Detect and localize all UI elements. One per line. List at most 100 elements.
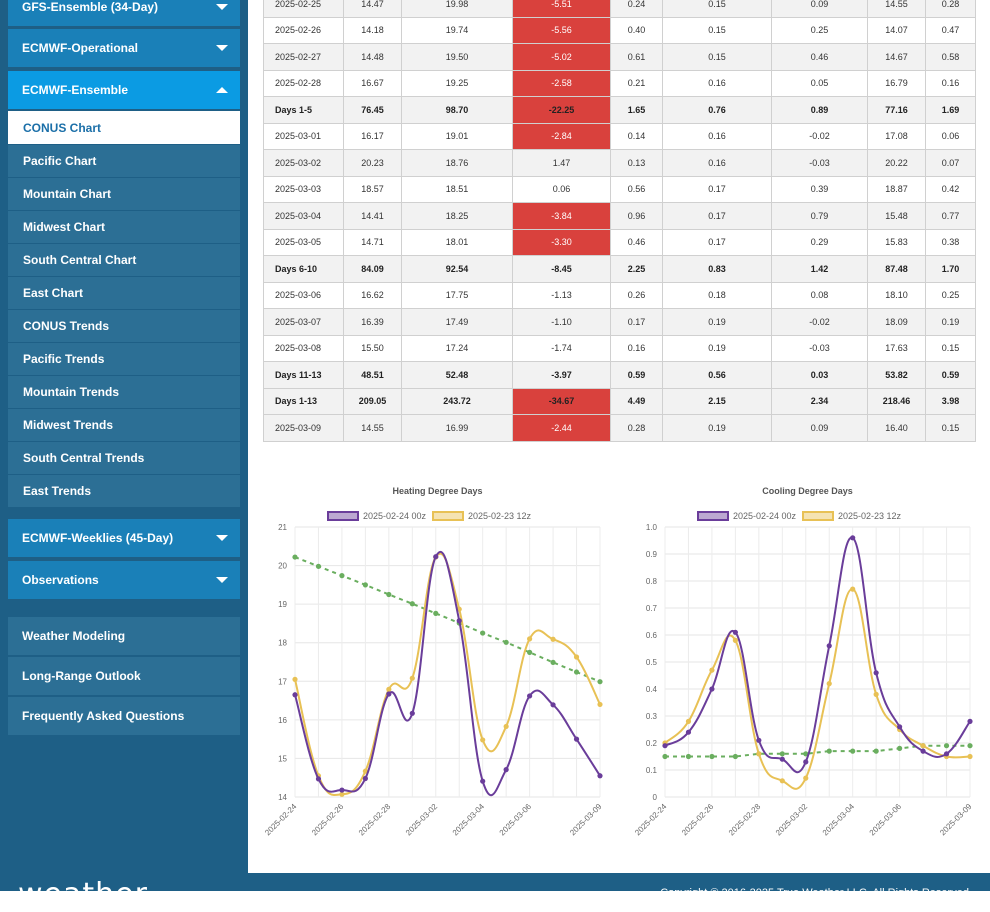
chevron-up-icon: [216, 87, 228, 93]
data-point: [386, 691, 392, 697]
table-cell: 2025-03-06: [263, 281, 344, 309]
table-cell: -1.10: [512, 308, 611, 336]
data-point: [826, 681, 832, 687]
x-tick-label: 2025-02-26: [680, 802, 716, 838]
table-cell: -5.56: [512, 16, 611, 44]
sidebar-item-south-central-chart[interactable]: South Central Chart: [8, 244, 240, 277]
table-cell: 18.01: [401, 228, 513, 256]
table-cell: 0.16: [662, 69, 772, 97]
sidebar-item-mountain-trends[interactable]: Mountain Trends: [8, 376, 240, 409]
series-line: [665, 744, 970, 758]
data-point: [433, 554, 439, 560]
x-tick-label: 2025-03-09: [568, 802, 604, 838]
table-row: 2025-03-03 18.57 18.51 0.06 0.56 0.17 0.39 18.8…: [263, 175, 976, 203]
sidebar-group-header[interactable]: ECMWF-Weeklies (45-Day): [8, 519, 240, 559]
data-point: [386, 591, 392, 598]
table-cell: 77.16: [867, 96, 926, 124]
table-cell: 0.06: [512, 175, 611, 203]
table-cell: 98.70: [401, 96, 513, 124]
sidebar-group-observations[interactable]: Observations: [8, 561, 240, 601]
link-weather-modeling[interactable]: Weather Modeling: [8, 617, 240, 657]
table-cell: 0.19: [925, 308, 976, 336]
data-point: [456, 618, 462, 624]
table-cell: 0.15: [662, 16, 772, 44]
table-cell: 20.22: [867, 149, 926, 177]
sidebar-group-header[interactable]: ECMWF-Operational: [8, 29, 240, 69]
data-point: [550, 659, 556, 665]
table-cell: 0.21: [610, 69, 663, 97]
table-cell: 0.58: [925, 43, 976, 71]
data-point: [573, 669, 580, 675]
table-cell: 0.25: [925, 281, 976, 309]
sidebar-item-south-central-trends[interactable]: South Central Trends: [8, 442, 240, 475]
data-point: [480, 778, 486, 784]
table-row: 2025-03-04 14.41 18.25 -3.84 0.96 0.17 0.79 15.…: [263, 202, 976, 230]
table-row: 2025-02-27 14.48 19.50 -5.02 0.61 0.15 0.46 14.…: [263, 43, 976, 71]
table-cell: 18.51: [401, 175, 513, 203]
x-tick-label: 2025-03-04: [451, 802, 487, 838]
data-point: [292, 554, 298, 560]
sidebar-item-label: Midwest Trends: [23, 418, 114, 432]
table-cell: 2025-02-26: [263, 16, 344, 44]
table-cell: 0.16: [925, 69, 976, 97]
sidebar-item-label: Mountain Trends: [23, 385, 119, 399]
table-cell: 16.67: [343, 69, 402, 97]
sidebar-item-east-trends[interactable]: East Trends: [8, 475, 240, 508]
sidebar-item-conus-chart[interactable]: CONUS Chart: [8, 111, 240, 145]
table-cell: 18.09: [867, 308, 926, 336]
table-cell: 18.25: [401, 202, 513, 230]
table-summary-row: Days 1-13 209.05 243.72 -34.67 4.49 2.15 2.34 2…: [263, 387, 976, 415]
sidebar-item-pacific-chart[interactable]: Pacific Chart: [8, 145, 240, 178]
sidebar-group-header[interactable]: Observations: [8, 561, 240, 601]
sidebar-item-mountain-chart[interactable]: Mountain Chart: [8, 178, 240, 211]
data-point: [732, 753, 738, 760]
y-tick-label: 17: [278, 677, 287, 686]
table-cell: 0.07: [925, 149, 976, 177]
table-cell: 4.49: [610, 387, 663, 415]
table-cell: 87.48: [867, 255, 926, 283]
sidebar-group-header[interactable]: ECMWF-Ensemble: [8, 71, 240, 111]
copyright-text: Copyright © 2016-2025 True Weather LLC. …: [660, 887, 972, 899]
sidebar-group-ecmwf-weeklies[interactable]: ECMWF-Weeklies (45-Day): [8, 519, 240, 559]
data-point: [779, 756, 785, 762]
data-point: [573, 654, 580, 660]
legend-swatch: [697, 511, 729, 521]
sidebar-item-midwest-chart[interactable]: Midwest Chart: [8, 211, 240, 244]
table-cell: 17.24: [401, 334, 513, 362]
table-cell: 0.38: [925, 228, 976, 256]
link-long-range-outlook[interactable]: Long-Range Outlook: [8, 657, 240, 697]
data-point: [292, 676, 298, 682]
sidebar-group-gfs-ensemble[interactable]: GFS-Ensemble (34-Day): [8, 0, 240, 28]
y-tick-label: 0.7: [646, 604, 658, 613]
y-tick-label: 0.4: [646, 685, 658, 694]
table-cell: 2025-03-09: [263, 414, 344, 442]
chart-title: Cooling Degree Days: [762, 486, 853, 496]
table-summary-row: Days 1-5 76.45 98.70 -22.25 1.65 0.76 0.89 77.1…: [263, 96, 976, 124]
sidebar-group-header[interactable]: GFS-Ensemble (34-Day): [8, 0, 240, 28]
chevron-down-icon: [216, 577, 228, 583]
hdd-chart-svg: Heating Degree Days 2025-02-24 00z 2025-02…: [263, 486, 604, 838]
y-tick-label: 0.8: [646, 577, 658, 586]
table-cell: 15.48: [867, 202, 926, 230]
sidebar-item-pacific-trends[interactable]: Pacific Trends: [8, 343, 240, 376]
data-point: [292, 692, 298, 698]
sidebar-item-midwest-trends[interactable]: Midwest Trends: [8, 409, 240, 442]
table-cell: 2025-03-02: [263, 149, 344, 177]
footer-logo[interactable]: weather: [18, 877, 148, 912]
table-cell: 84.09: [343, 255, 402, 283]
table-cell: 2.15: [662, 387, 772, 415]
link-faq[interactable]: Frequently Asked Questions: [8, 697, 240, 737]
sidebar-group-ecmwf-ensemble[interactable]: ECMWF-Ensemble CONUS Chart Pacific Chart…: [8, 71, 240, 508]
sidebar-item-conus-trends[interactable]: CONUS Trends: [8, 310, 240, 343]
sidebar-group-ecmwf-operational[interactable]: ECMWF-Operational: [8, 29, 240, 69]
sidebar-item-east-chart[interactable]: East Chart: [8, 277, 240, 310]
table-cell: 0.28: [925, 0, 976, 18]
table-cell: 20.23: [343, 149, 402, 177]
table-cell: -2.58: [512, 69, 611, 97]
data-point: [967, 753, 973, 760]
table-cell: 2025-02-27: [263, 43, 344, 71]
data-point: [685, 753, 692, 760]
data-point: [967, 718, 973, 724]
data-point: [685, 729, 692, 735]
table-cell: 17.49: [401, 308, 513, 336]
